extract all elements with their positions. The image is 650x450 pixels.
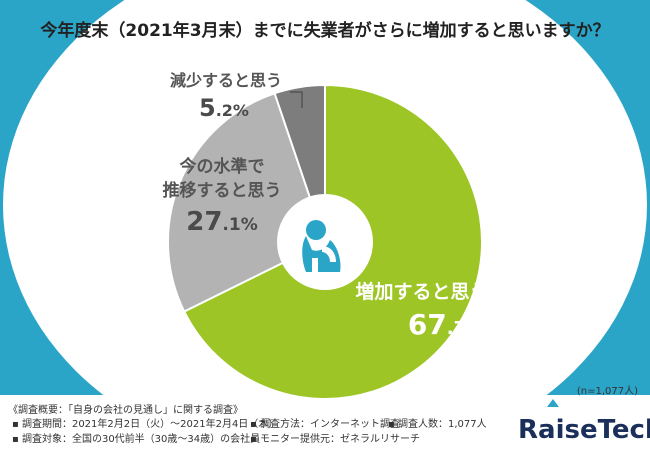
label-flat-name-line2: 推移すると思う: [163, 180, 282, 201]
label-decrease: 減少すると思う 5.2%: [170, 71, 303, 122]
survey-target: ▪ 調査対象：全国の30代前半（30歳〜34歳）の会社員: [12, 432, 260, 445]
leader-line: [290, 91, 303, 108]
label-increase-value: 67.7%: [408, 308, 484, 341]
survey-provider: ▪ モニター提供元：ゼネラルリサーチ: [250, 432, 420, 445]
label-flat-name-line1: 今の水準で: [180, 156, 265, 177]
survey-method: ▪ 調査方法：インターネット調査: [250, 417, 400, 430]
label-decrease-name: 減少すると思う: [170, 71, 282, 90]
center-circle: [277, 194, 373, 290]
survey-count: ▪ 調査人数：1,077人: [388, 417, 487, 430]
label-increase: 増加すると思う 67.7%: [355, 280, 488, 341]
survey-period: ▪ 調査期間：2021年2月2日（火）〜2021年2月4日（木）: [12, 417, 278, 430]
person-hugging-knees-icon: [302, 220, 341, 272]
raisetech-logo: RaiseTech: [518, 399, 650, 445]
footer-background: [0, 395, 650, 450]
label-flat-value: 27.1%: [186, 207, 258, 237]
survey-notes: 《調査概要：「自身の会社の見通し」に関する調査》 ▪ 調査期間：2021年2月2…: [8, 403, 487, 445]
label-increase-name: 増加すると思う: [355, 280, 488, 303]
sample-size: (n=1,077人): [577, 385, 638, 397]
brand-name: RaiseTech: [518, 415, 650, 445]
logo-accent-icon: [547, 399, 559, 407]
label-flat: 今の水準で 推移すると思う 27.1%: [163, 156, 282, 237]
survey-heading: 《調査概要：「自身の会社の見通し」に関する調査》: [8, 403, 243, 416]
chart-title: 今年度末（2021年3月末）までに失業者がさらに増加すると思いますか？: [40, 20, 609, 41]
label-decrease-value: 5.2%: [199, 94, 249, 122]
